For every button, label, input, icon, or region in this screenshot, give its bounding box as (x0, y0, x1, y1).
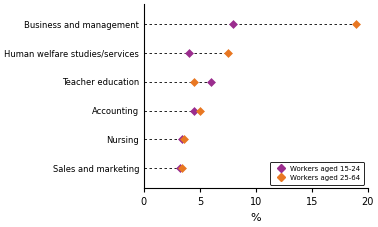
Legend: Workers aged 15-24, Workers aged 25-64: Workers aged 15-24, Workers aged 25-64 (270, 162, 364, 185)
Point (179, 166, 185, 170)
Point (230, 22, 236, 26)
Point (191, 109, 197, 112)
Point (191, 80, 197, 84)
Point (181, 138, 187, 141)
X-axis label: %: % (251, 213, 261, 223)
Point (186, 51, 192, 55)
Point (179, 138, 185, 141)
Point (177, 166, 183, 170)
Point (225, 51, 231, 55)
Point (208, 80, 214, 84)
Point (353, 22, 359, 26)
Point (197, 109, 203, 112)
